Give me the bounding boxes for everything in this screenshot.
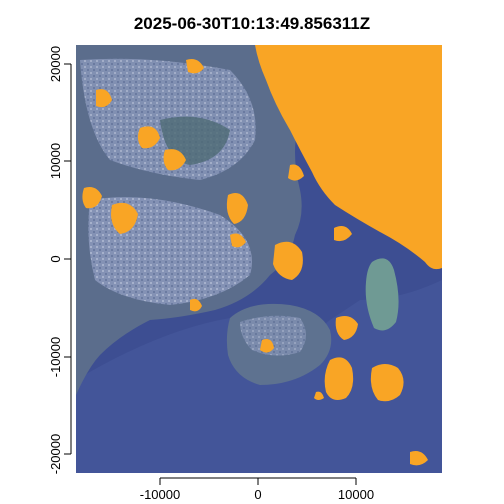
y-tick-label: 20000 — [48, 46, 63, 82]
x-tick-labels: -10000 0 10000 — [140, 487, 374, 502]
y-tick-labels: -20000 -10000 0 10000 20000 — [48, 46, 63, 474]
x-tick-label: -10000 — [140, 487, 180, 502]
x-tick-label: 10000 — [338, 487, 374, 502]
x-axis — [159, 477, 357, 485]
y-tick-label: 10000 — [48, 143, 63, 179]
y-axis — [64, 63, 72, 455]
y-tick-label: -10000 — [48, 337, 63, 377]
y-tick-label: -20000 — [48, 434, 63, 474]
x-tick-label: 0 — [254, 487, 261, 502]
island — [365, 258, 399, 331]
plot-title: 2025-06-30T10:13:49.856311Z — [133, 14, 371, 33]
satellite-image — [76, 45, 442, 473]
cloud-mask-large — [255, 45, 442, 270]
cloud-patches — [82, 59, 428, 466]
y-tick-label: 0 — [48, 255, 63, 262]
peninsula-urban — [240, 315, 306, 356]
